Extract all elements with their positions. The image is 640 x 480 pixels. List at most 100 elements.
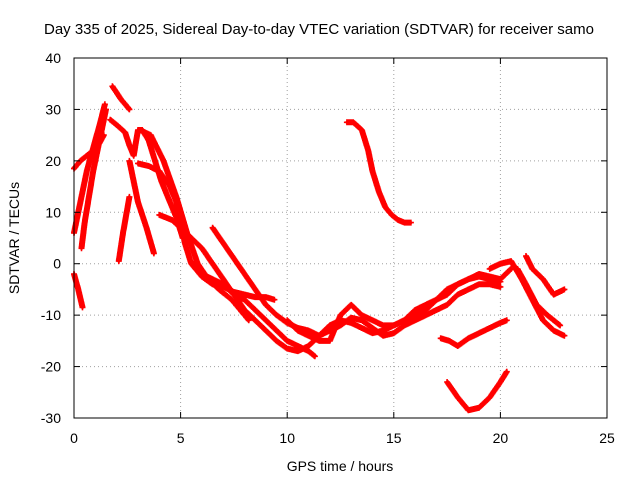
data-point	[530, 267, 534, 271]
data-point	[264, 318, 268, 322]
data-point	[264, 329, 268, 333]
data-point	[409, 221, 413, 225]
data-point	[466, 336, 470, 340]
data-point	[157, 213, 161, 217]
data-point	[445, 380, 449, 384]
data-point	[377, 190, 381, 194]
data-point	[253, 308, 257, 312]
data-point	[370, 326, 374, 330]
data-point	[81, 305, 85, 309]
data-point	[153, 159, 157, 163]
data-point	[535, 303, 539, 307]
data-point	[424, 303, 428, 307]
data-point	[272, 298, 276, 302]
data-point	[456, 293, 460, 297]
data-point	[313, 354, 317, 358]
data-point	[447, 339, 451, 343]
data-point	[91, 149, 95, 153]
data-point	[396, 218, 400, 222]
series-arc-6	[107, 116, 186, 241]
data-point	[328, 339, 332, 343]
data-point	[285, 347, 289, 351]
data-point	[413, 313, 417, 317]
data-point	[381, 329, 385, 333]
data-point	[275, 329, 279, 333]
data-point	[498, 380, 502, 384]
x-tick-label: 10	[279, 430, 295, 446]
data-point	[439, 336, 443, 340]
data-point	[477, 331, 481, 335]
data-point	[157, 169, 161, 173]
data-point	[390, 213, 394, 217]
data-point	[232, 293, 236, 297]
data-point	[132, 154, 136, 158]
series-arc-12	[190, 260, 318, 360]
data-point	[136, 200, 140, 204]
data-point	[85, 154, 89, 158]
data-point	[127, 107, 131, 111]
data-point	[370, 318, 374, 322]
axis-ticks: 0 5 10 15 20 25 -30 -20 -10 0 10 20 30 40	[41, 50, 615, 446]
data-point	[79, 246, 83, 250]
data-point	[558, 323, 562, 327]
series-arc-8	[126, 157, 157, 257]
data-point	[360, 326, 364, 330]
data-point	[115, 123, 119, 127]
data-point	[505, 370, 509, 374]
data-point	[562, 287, 566, 291]
data-point	[498, 280, 502, 284]
series-arc-17	[444, 368, 510, 414]
data-point	[349, 303, 353, 307]
series-arc-15	[343, 119, 414, 226]
series-arc-4	[78, 106, 109, 252]
series-arc-14	[284, 273, 504, 344]
x-tick-label: 15	[386, 430, 402, 446]
series-arc-20	[514, 265, 564, 329]
data-point	[509, 267, 513, 271]
data-point	[307, 349, 311, 353]
data-point	[402, 221, 406, 225]
data-point	[253, 318, 257, 322]
data-point	[127, 143, 131, 147]
data-point	[85, 169, 89, 173]
data-point	[127, 159, 131, 163]
data-point	[392, 323, 396, 327]
data-point	[123, 131, 127, 135]
data-point	[138, 128, 142, 132]
data-point	[174, 195, 178, 199]
data-point	[402, 318, 406, 322]
data-point	[466, 277, 470, 281]
data-point	[477, 282, 481, 286]
data-point	[488, 282, 492, 286]
data-point	[488, 277, 492, 281]
data-point	[339, 313, 342, 317]
data-point	[477, 275, 481, 279]
data-point	[87, 195, 91, 199]
data-point	[498, 285, 502, 289]
x-axis-label: GPS time / hours	[287, 458, 394, 474]
data-point	[232, 257, 236, 261]
data-point	[191, 262, 195, 266]
data-point	[515, 267, 519, 271]
data-point	[221, 277, 225, 281]
data-point	[392, 331, 396, 335]
series-arc-7	[115, 193, 133, 265]
data-point	[360, 128, 364, 132]
data-point	[253, 287, 257, 291]
data-point	[147, 164, 151, 168]
data-point	[360, 313, 364, 317]
data-point	[381, 323, 385, 327]
data-point	[360, 318, 364, 322]
data-point	[200, 246, 204, 250]
y-tick-label: 30	[45, 101, 61, 117]
data-point	[108, 118, 112, 122]
data-point	[366, 149, 370, 153]
data-point	[243, 293, 247, 297]
data-point	[119, 97, 123, 101]
data-point	[488, 267, 492, 271]
data-point	[221, 282, 225, 286]
data-point	[509, 259, 513, 263]
data-point	[162, 159, 166, 163]
data-point	[498, 321, 502, 325]
data-point	[168, 200, 172, 204]
